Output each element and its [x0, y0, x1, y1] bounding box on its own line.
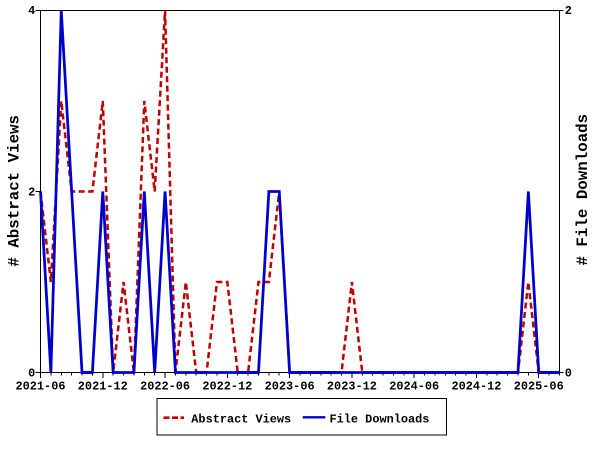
svg-text:2: 2	[565, 4, 572, 18]
svg-text:4: 4	[28, 4, 35, 18]
svg-text:2021-06: 2021-06	[16, 380, 66, 394]
svg-text:2022-12: 2022-12	[202, 380, 252, 394]
svg-text:# Abstract Views: # Abstract Views	[6, 115, 24, 267]
svg-text:File Downloads: File Downloads	[330, 413, 430, 427]
svg-text:2024-06: 2024-06	[389, 380, 439, 394]
svg-text:Abstract Views: Abstract Views	[191, 413, 291, 427]
svg-text:2022-06: 2022-06	[140, 380, 190, 394]
svg-text:2: 2	[28, 186, 35, 200]
svg-text:2024-12: 2024-12	[451, 380, 501, 394]
svg-text:2021-12: 2021-12	[78, 380, 128, 394]
svg-text:# File Downloads: # File Downloads	[574, 114, 592, 266]
svg-text:2023-12: 2023-12	[327, 380, 377, 394]
svg-text:0: 0	[28, 367, 35, 381]
svg-text:0: 0	[565, 367, 572, 381]
svg-text:2023-06: 2023-06	[265, 380, 315, 394]
svg-text:2025-06: 2025-06	[514, 380, 564, 394]
